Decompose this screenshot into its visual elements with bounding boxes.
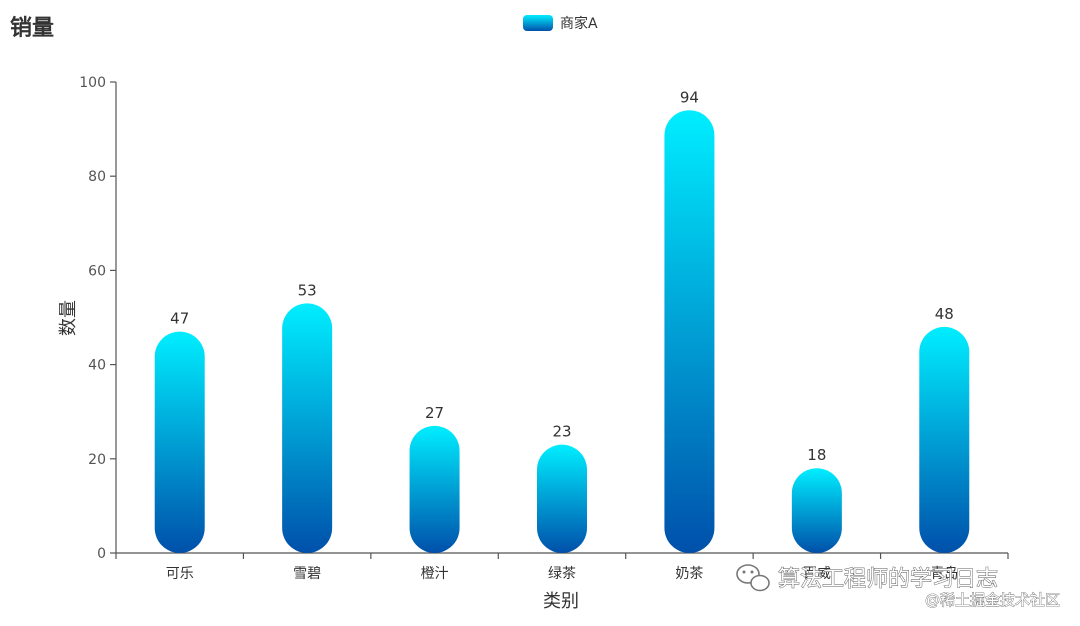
data-label-2: 27 <box>425 404 444 422</box>
chart-title: 销量 <box>10 16 54 41</box>
watermark: 算法工程师的学习日志 @稀土掘金技术社区 <box>736 564 1060 609</box>
bar-橙汁[interactable] <box>409 425 460 553</box>
y-axis-title: 数量 <box>58 300 79 336</box>
bar-百威[interactable] <box>791 468 842 553</box>
x-tick-label-4: 奶茶 <box>675 566 703 582</box>
bar-奶茶[interactable] <box>664 110 715 553</box>
bar-雪碧[interactable] <box>282 303 333 553</box>
x-tick-label-5: 百威 <box>803 566 831 582</box>
data-label-6: 48 <box>935 305 954 323</box>
data-label-4: 94 <box>680 88 699 106</box>
watermark-text: 算法工程师的学习日志 <box>778 567 998 592</box>
bar-可乐[interactable] <box>154 331 205 553</box>
x-tick-label-2: 橙汁 <box>421 566 449 582</box>
y-tick-label-60: 60 <box>88 263 106 279</box>
data-label-5: 18 <box>807 446 826 464</box>
y-tick-label-100: 100 <box>79 75 106 91</box>
data-label-0: 47 <box>170 310 189 328</box>
bars <box>154 110 970 553</box>
x-tick-label-3: 绿茶 <box>548 566 576 582</box>
y-axis: 0 20 40 60 80 100 <box>79 75 117 562</box>
x-axis: 可乐 雪碧 橙汁 绿茶 奶茶 百威 青岛 <box>115 552 1009 582</box>
y-tick-label-0: 0 <box>97 546 106 562</box>
y-tick-label-80: 80 <box>88 169 106 185</box>
wechat-icon <box>736 564 770 592</box>
data-labels: 47 53 27 23 94 18 48 <box>170 88 954 464</box>
y-tick-label-20: 20 <box>88 452 106 468</box>
legend[interactable]: 商家A <box>523 15 598 32</box>
bar-绿茶[interactable] <box>537 444 587 553</box>
y-tick-label-40: 40 <box>88 358 106 374</box>
x-tick-label-0: 可乐 <box>166 566 194 582</box>
legend-label[interactable]: 商家A <box>560 15 598 32</box>
watermark-source: @稀土掘金技术社区 <box>925 591 1060 609</box>
x-axis-title: 类别 <box>543 591 579 612</box>
x-tick-label-6: 青岛 <box>930 566 958 582</box>
legend-swatch[interactable] <box>523 15 553 31</box>
data-label-1: 53 <box>298 281 317 299</box>
x-tick-label-1: 雪碧 <box>293 566 321 582</box>
data-label-3: 23 <box>552 423 571 441</box>
bar-青岛[interactable] <box>919 326 970 553</box>
